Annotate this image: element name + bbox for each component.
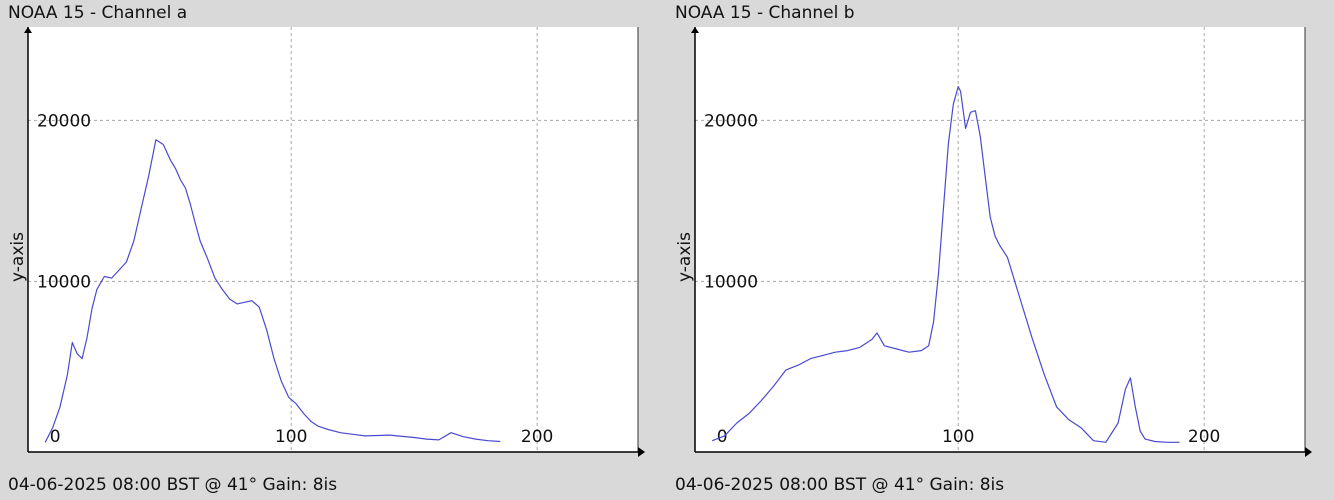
timestamp-footer: 04-06-2025 08:00 BST @ 41° Gain: 8is [8, 475, 338, 495]
y-tick-label: 10000 [704, 272, 758, 292]
x-axis-arrow [638, 447, 645, 457]
series-line [711, 85, 1180, 443]
chart-title: NOAA 15 - Channel a [8, 3, 188, 23]
chart-panel-channel-a: NOAA 15 - Channel a 0 100 200 10000 20000 y-… [8, 3, 645, 495]
y-axis-arrow [24, 27, 32, 33]
y-tick-label: 20000 [37, 111, 91, 131]
x-axis-arrow [1305, 447, 1312, 457]
y-tick-label: 20000 [704, 111, 758, 131]
x-tick-label: 200 [1188, 427, 1220, 447]
y-axis-label: y-axis [8, 232, 28, 282]
chart-plot-area: 0 100 200 10000 20000 [24, 27, 645, 457]
x-tick-label: 100 [942, 427, 974, 447]
chart-panel-channel-b: NOAA 15 - Channel b 0 100 200 10000 20000 y-… [667, 0, 1334, 500]
x-tick-label: 100 [275, 427, 307, 447]
y-axis-arrow [691, 27, 699, 33]
y-tick-label: 10000 [37, 272, 91, 292]
plot-background [28, 27, 638, 452]
chart-title: NOAA 15 - Channel b [675, 3, 855, 23]
timestamp-footer: 04-06-2025 08:00 BST @ 41° Gain: 8is [675, 475, 1005, 495]
series-line [44, 139, 501, 443]
x-tick-label: 0 [50, 427, 61, 447]
y-axis-label: y-axis [675, 232, 695, 282]
x-tick-label: 200 [521, 427, 553, 447]
plot-background [695, 27, 1305, 452]
